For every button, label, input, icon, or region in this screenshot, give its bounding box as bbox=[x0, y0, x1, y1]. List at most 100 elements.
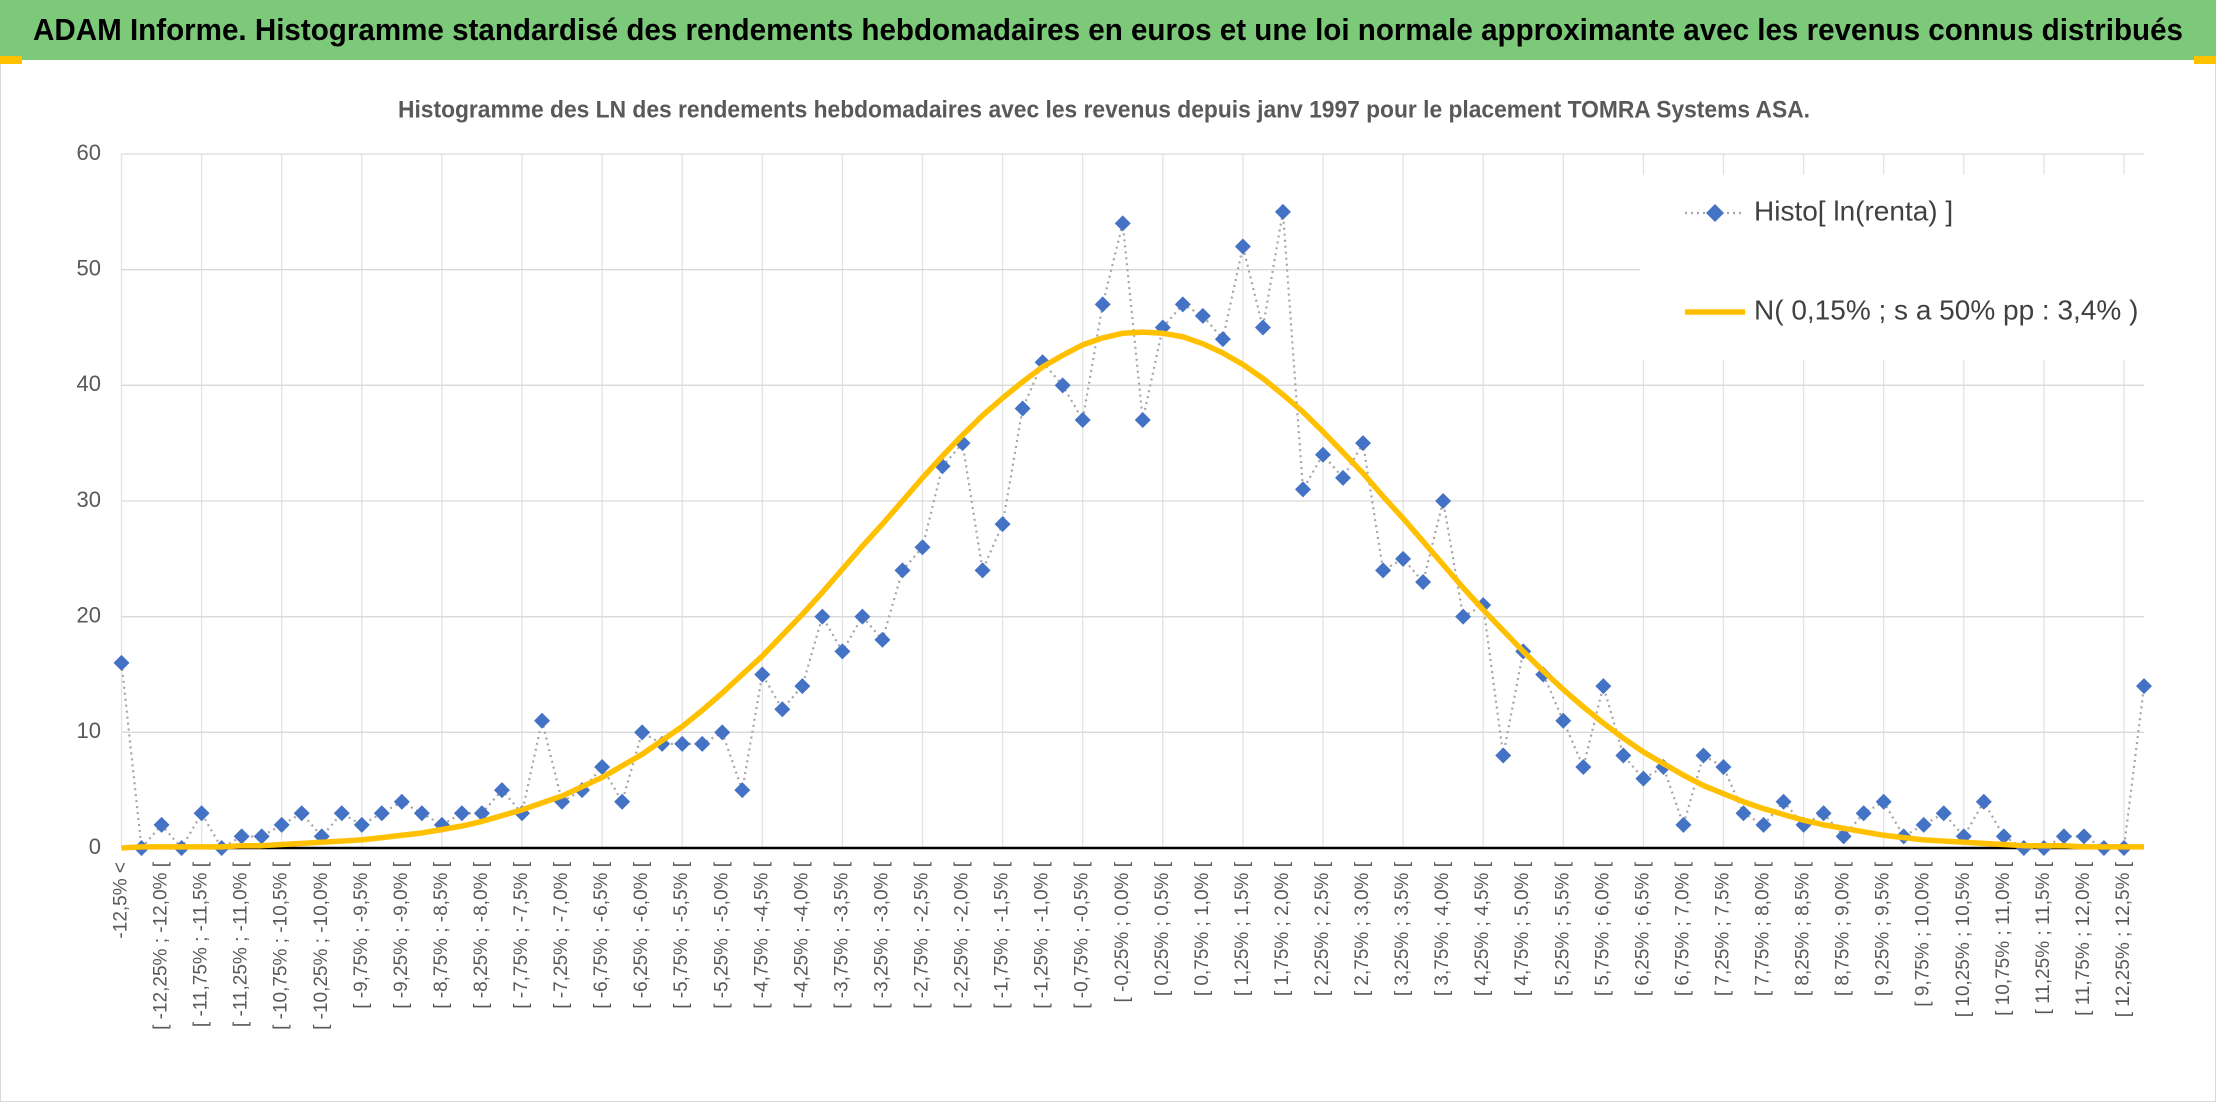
x-tick-label: [ 0,75% ; 1,0% [ bbox=[1192, 861, 1213, 996]
y-tick-label: 60 bbox=[77, 140, 101, 165]
x-tick-label: [ 2,75% ; 3,0% [ bbox=[1352, 861, 1373, 996]
header-bar bbox=[0, 0, 2216, 60]
y-tick-label: 50 bbox=[77, 255, 101, 280]
data-point bbox=[333, 805, 350, 822]
data-point bbox=[153, 816, 170, 833]
data-point bbox=[1635, 770, 1652, 787]
data-point bbox=[1294, 481, 1311, 498]
x-tick-label: [ 10,75% ; 11,0% [ bbox=[1993, 861, 2014, 1016]
data-point bbox=[273, 816, 290, 833]
x-tick-label: [ 9,25% ; 9,5% [ bbox=[1873, 861, 1894, 996]
x-tick-label: [ 1,75% ; 2,0% [ bbox=[1272, 861, 1293, 996]
data-point bbox=[2075, 828, 2092, 845]
data-point bbox=[874, 631, 891, 648]
x-tick-label: [ -1,25% ; -1,0% [ bbox=[1032, 861, 1053, 1009]
x-tick-label: [ 3,75% ; 4,0% [ bbox=[1432, 861, 1453, 996]
y-tick-label: 0 bbox=[89, 834, 101, 859]
data-point bbox=[1395, 550, 1412, 567]
data-point bbox=[794, 678, 811, 695]
data-point bbox=[534, 712, 551, 729]
data-point bbox=[1254, 319, 1271, 336]
data-point bbox=[293, 805, 310, 822]
data-point bbox=[1735, 805, 1752, 822]
x-tick-label: [ 4,25% ; 4,5% [ bbox=[1472, 861, 1493, 996]
x-tick-label: [ -0,25% ; 0,0% [ bbox=[1112, 861, 1133, 1002]
data-point bbox=[1114, 215, 1131, 232]
data-point bbox=[493, 782, 510, 799]
data-point bbox=[1314, 446, 1331, 463]
x-tick-label: [ 8,75% ; 9,0% [ bbox=[1833, 861, 1854, 996]
x-tick-label: [ 7,75% ; 8,0% [ bbox=[1753, 861, 1774, 996]
x-tick-label: [ -7,75% ; -7,5% [ bbox=[511, 861, 532, 1009]
x-tick-label: [ -0,75% ; -0,5% [ bbox=[1072, 861, 1093, 1009]
y-tick-label: 20 bbox=[77, 602, 101, 627]
x-tick-label: [ 7,25% ; 7,5% [ bbox=[1712, 861, 1733, 996]
data-point bbox=[113, 654, 130, 671]
series-line bbox=[121, 329, 2144, 851]
x-tick-label: [ -6,75% ; -6,5% [ bbox=[591, 861, 612, 1009]
data-point bbox=[1214, 331, 1231, 348]
data-point bbox=[453, 805, 470, 822]
y-tick-label: 30 bbox=[77, 487, 101, 512]
data-point bbox=[1375, 562, 1392, 579]
data-point bbox=[594, 759, 611, 776]
data-point bbox=[1355, 435, 1372, 452]
data-point bbox=[253, 828, 270, 845]
data-point bbox=[1835, 828, 1852, 845]
data-point bbox=[1995, 828, 2012, 845]
data-point bbox=[1335, 469, 1352, 486]
x-tick-label: [ -10,25% ; -10,0% [ bbox=[311, 861, 332, 1030]
x-tick-label: [ -3,75% ; -3,5% [ bbox=[831, 861, 852, 1009]
data-point bbox=[854, 608, 871, 625]
x-tick-label: [ -6,25% ; -6,0% [ bbox=[631, 861, 652, 1009]
data-point bbox=[674, 735, 691, 752]
data-point bbox=[714, 724, 731, 741]
data-point bbox=[1775, 793, 1792, 810]
data-point bbox=[373, 805, 390, 822]
x-tick-label: [ -5,25% ; -5,0% [ bbox=[711, 861, 732, 1009]
x-tick-label: [ 12,25% ; 12,5% [ bbox=[2113, 861, 2134, 1017]
data-point bbox=[1815, 805, 1832, 822]
data-point bbox=[1915, 816, 1932, 833]
legend-marker bbox=[1706, 204, 1724, 222]
x-tick-label: [ 9,75% ; 10,0% [ bbox=[1913, 861, 1934, 1006]
y-tick-label: 10 bbox=[77, 718, 101, 743]
x-tick-label: [ 11,25% ; 11,5% [ bbox=[2033, 861, 2054, 1014]
data-point bbox=[754, 666, 771, 683]
data-point bbox=[1495, 747, 1512, 764]
data-point bbox=[353, 816, 370, 833]
data-point bbox=[1094, 296, 1111, 313]
x-tick-label: [ -1,75% ; -1,5% [ bbox=[992, 861, 1013, 1009]
data-point bbox=[1575, 759, 1592, 776]
data-point bbox=[193, 805, 210, 822]
data-point bbox=[774, 701, 791, 718]
data-point bbox=[1134, 412, 1151, 429]
data-point bbox=[1234, 238, 1251, 255]
data-point bbox=[1935, 805, 1952, 822]
data-point bbox=[1054, 377, 1071, 394]
data-point bbox=[1014, 400, 1031, 417]
data-point bbox=[734, 782, 751, 799]
data-point bbox=[1274, 203, 1291, 220]
x-tick-label: [ 8,25% ; 8,5% [ bbox=[1793, 861, 1814, 996]
data-point bbox=[413, 805, 430, 822]
x-tick-label: [ -2,25% ; -2,0% [ bbox=[952, 861, 973, 1009]
data-point bbox=[1695, 747, 1712, 764]
x-tick-label: [ -9,25% ; -9,0% [ bbox=[391, 861, 412, 1009]
data-point bbox=[894, 562, 911, 579]
x-tick-label: [ -11,75% ; -11,5% [ bbox=[191, 861, 212, 1027]
x-tick-label: [ -5,75% ; -5,5% [ bbox=[671, 861, 692, 1009]
x-tick-label: [ -11,25% ; -11,0% [ bbox=[231, 861, 252, 1027]
x-tick-label: [ -8,25% ; -8,0% [ bbox=[471, 861, 492, 1009]
x-tick-label: [ -8,75% ; -8,5% [ bbox=[431, 861, 452, 1009]
x-tick-label: [ -10,75% ; -10,5% [ bbox=[271, 861, 292, 1030]
x-tick-label: [ 5,75% ; 6,0% [ bbox=[1592, 861, 1613, 996]
data-point bbox=[1715, 759, 1732, 776]
x-tick-label: -12,5% < bbox=[111, 862, 132, 939]
x-tick-label: [ 0,25% ; 0,5% [ bbox=[1152, 861, 1173, 996]
data-point bbox=[2055, 828, 2072, 845]
data-point bbox=[1615, 747, 1632, 764]
header-title: ADAM Informe. Histogramme standardisé de… bbox=[33, 12, 2183, 47]
x-tick-label: [ 10,25% ; 10,5% [ bbox=[1953, 861, 1974, 1017]
data-point bbox=[914, 539, 931, 556]
